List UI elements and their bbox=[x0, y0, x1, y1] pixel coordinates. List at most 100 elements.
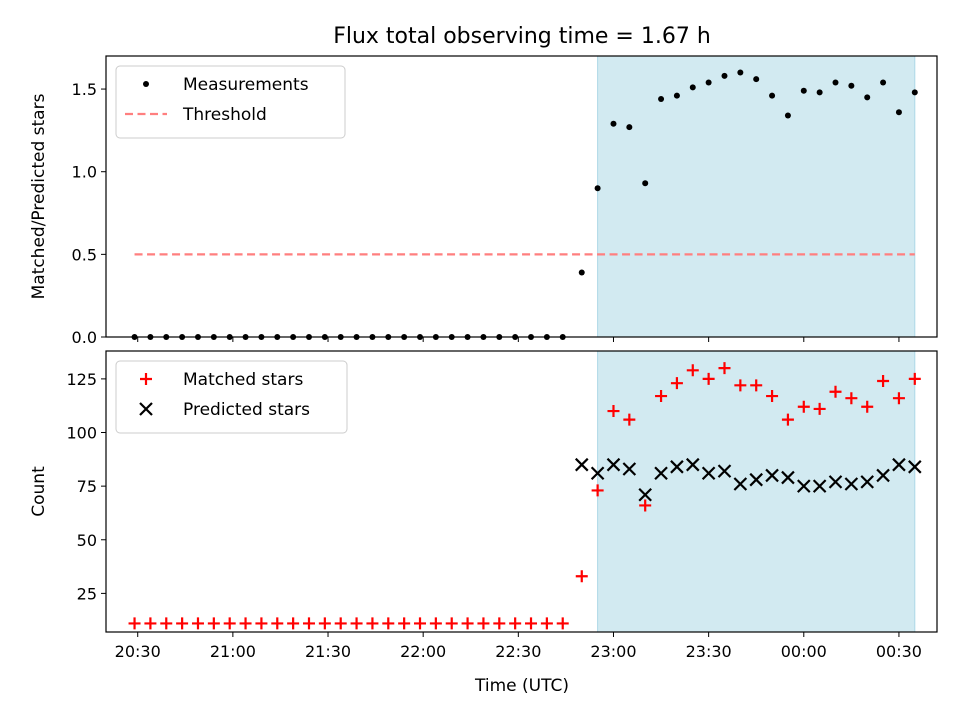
legend: Measurements Threshold bbox=[115, 65, 346, 139]
data-point bbox=[861, 400, 874, 413]
data-point bbox=[176, 617, 189, 630]
data-point bbox=[334, 617, 347, 630]
data-point bbox=[784, 112, 791, 119]
y-axis-label: Matched/Predicted stars bbox=[29, 93, 49, 299]
data-point bbox=[287, 617, 300, 630]
y-tick-label: 0.0 bbox=[72, 328, 97, 347]
data-point bbox=[686, 364, 699, 377]
x-tick-label: 00:00 bbox=[781, 642, 827, 661]
data-point bbox=[509, 617, 522, 630]
data-point bbox=[844, 477, 859, 491]
data-point bbox=[848, 82, 855, 89]
data-point bbox=[398, 617, 411, 630]
y-tick-label: 100 bbox=[66, 424, 97, 443]
data-point bbox=[892, 457, 906, 472]
data-point bbox=[876, 468, 890, 483]
data-point bbox=[880, 79, 887, 86]
data-point bbox=[642, 180, 649, 187]
x-tick-label: 21:30 bbox=[305, 642, 351, 661]
data-point bbox=[594, 185, 601, 192]
y-axis-label: Count bbox=[29, 466, 49, 517]
data-point bbox=[750, 379, 763, 392]
legend: Matched stars Predicted stars bbox=[115, 360, 348, 434]
data-point bbox=[626, 124, 633, 131]
observing-window-span bbox=[597, 350, 916, 633]
y-tick-label: 0.5 bbox=[72, 245, 97, 264]
bottom-panel: 25 50 75 100 125 20:30 21:00 21:30 22:00 22:30 23:… bbox=[29, 350, 938, 661]
data-point bbox=[812, 479, 827, 493]
legend-label: Matched stars bbox=[183, 370, 303, 390]
data-point bbox=[578, 269, 585, 276]
x-tick-label: 20:30 bbox=[115, 642, 161, 661]
data-point bbox=[414, 617, 427, 630]
data-point bbox=[654, 466, 668, 481]
legend-marker bbox=[143, 81, 149, 87]
data-point bbox=[556, 617, 569, 630]
data-point bbox=[908, 372, 921, 385]
data-point bbox=[845, 392, 858, 405]
data-point bbox=[829, 385, 842, 398]
data-point bbox=[658, 95, 665, 102]
data-point bbox=[477, 617, 490, 630]
data-point bbox=[128, 617, 141, 630]
data-point bbox=[864, 94, 871, 101]
data-point bbox=[255, 617, 268, 630]
y-tick-label: 25 bbox=[77, 584, 97, 603]
data-point bbox=[350, 617, 363, 630]
data-point bbox=[493, 617, 506, 630]
x-tick-label: 22:00 bbox=[400, 642, 446, 661]
data-point bbox=[655, 390, 668, 403]
x-tick-label: 23:00 bbox=[590, 642, 636, 661]
data-point bbox=[673, 92, 680, 99]
legend-marker bbox=[140, 373, 152, 385]
data-point bbox=[781, 470, 795, 485]
data-point bbox=[670, 377, 683, 390]
y-tick-label: 125 bbox=[66, 370, 97, 389]
series-predicted-stars bbox=[574, 457, 922, 502]
data-point bbox=[223, 617, 236, 630]
data-point bbox=[895, 109, 902, 116]
x-axis-label: Time (UTC) bbox=[474, 676, 569, 696]
data-point bbox=[800, 87, 807, 94]
data-point bbox=[717, 464, 732, 478]
data-point bbox=[525, 617, 538, 630]
data-point bbox=[832, 79, 839, 86]
legend-label: Threshold bbox=[182, 105, 267, 125]
chart-title: Flux total observing time = 1.67 h bbox=[333, 24, 711, 49]
legend-box bbox=[115, 65, 346, 139]
data-point bbox=[797, 479, 811, 493]
data-point bbox=[622, 462, 637, 476]
legend-box bbox=[115, 360, 348, 434]
data-point bbox=[160, 617, 173, 630]
data-point bbox=[461, 617, 474, 630]
data-point bbox=[610, 120, 617, 127]
axes-frame bbox=[105, 55, 938, 338]
data-point bbox=[429, 617, 442, 630]
x-tick-label: 23:30 bbox=[686, 642, 732, 661]
x-tick-label: 21:00 bbox=[210, 642, 256, 661]
data-point bbox=[191, 617, 204, 630]
top-panel: 0.0 0.5 1.0 1.5 Matched/Predicted stars Measu… bbox=[29, 55, 938, 347]
data-point bbox=[207, 617, 220, 630]
data-point bbox=[860, 475, 874, 489]
data-point bbox=[302, 617, 315, 630]
data-point bbox=[828, 475, 843, 489]
series-matched-stars bbox=[128, 362, 921, 630]
data-point bbox=[575, 570, 588, 583]
data-point bbox=[718, 362, 731, 375]
data-point bbox=[606, 457, 621, 472]
data-point bbox=[816, 89, 823, 96]
data-point bbox=[689, 84, 696, 91]
data-point bbox=[911, 89, 918, 96]
data-point bbox=[765, 468, 779, 483]
data-point bbox=[318, 617, 331, 630]
data-point bbox=[797, 400, 810, 413]
data-point bbox=[701, 466, 716, 481]
series-measurements bbox=[131, 69, 918, 340]
data-point bbox=[908, 460, 922, 474]
data-point bbox=[591, 484, 604, 497]
y-tick-label: 50 bbox=[77, 531, 97, 550]
data-point bbox=[749, 472, 763, 487]
data-point bbox=[753, 76, 760, 83]
legend-label: Measurements bbox=[183, 75, 309, 95]
